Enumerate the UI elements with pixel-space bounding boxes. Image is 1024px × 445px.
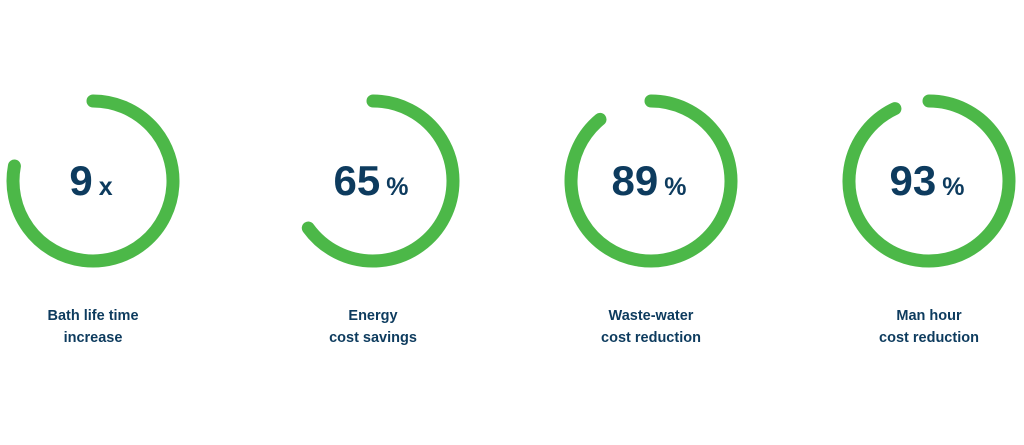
stat-value: 93% [890,157,965,204]
ring-arc [301,94,460,268]
stat-label: Waste-water [609,308,694,324]
stat-label: Man hour [896,308,962,324]
ring-arc [564,94,738,268]
stat-unit: % [664,173,686,201]
stat-label: cost reduction [601,330,701,346]
ring-arc [6,94,180,268]
stat-value: 65% [334,157,409,204]
stat-unit: % [386,173,408,201]
stat-label: cost savings [329,330,417,346]
stat-number: 9 [69,157,92,204]
stat-unit: % [942,173,964,201]
stat-label: cost reduction [879,330,979,346]
stat-number: 89 [612,157,659,204]
stat-label: Energy [348,308,397,324]
stat-value: 89% [612,157,687,204]
stat-label: increase [64,330,123,346]
stat-label: Bath life time [47,308,138,324]
stat-number: 65 [334,157,381,204]
stat-number: 93 [890,157,937,204]
ring-arc [842,94,1016,268]
stat-unit: x [99,173,113,201]
